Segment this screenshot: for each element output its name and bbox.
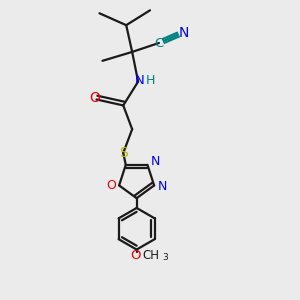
Text: O: O [130, 249, 140, 262]
Text: H: H [146, 74, 155, 87]
Text: N: N [179, 26, 189, 40]
Text: O: O [106, 179, 116, 192]
Text: C: C [154, 37, 164, 50]
Text: CH: CH [142, 249, 159, 262]
Text: 3: 3 [163, 253, 168, 262]
Text: O: O [90, 91, 101, 105]
Text: S: S [119, 146, 128, 160]
Text: N: N [135, 74, 145, 87]
Text: N: N [158, 180, 167, 194]
Text: N: N [151, 155, 160, 168]
